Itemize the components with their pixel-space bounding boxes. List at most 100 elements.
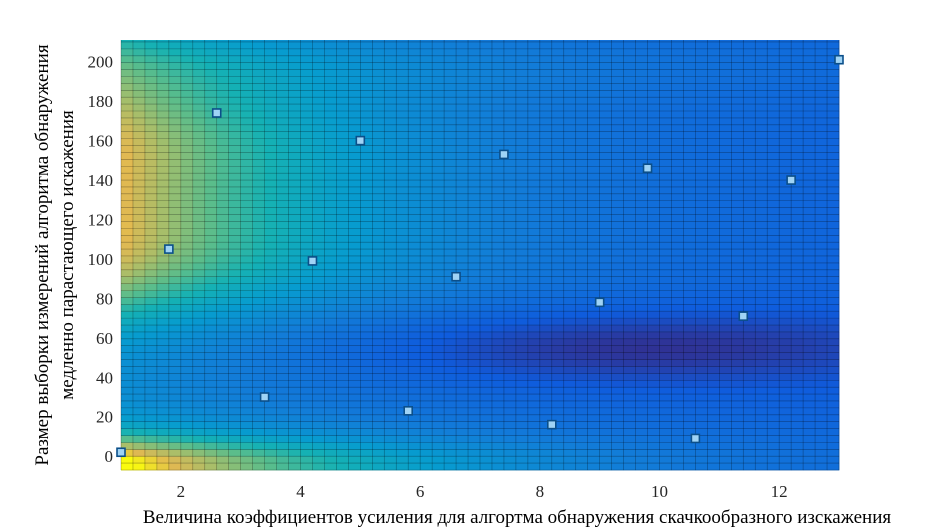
heatmap-cell — [300, 180, 313, 188]
heatmap-cell — [551, 55, 565, 64]
heatmap-cell — [121, 283, 134, 291]
heatmap-cell — [683, 394, 696, 402]
heatmap-cell — [288, 311, 301, 319]
heatmap-cell — [683, 400, 696, 409]
heatmap-cell — [719, 442, 732, 450]
heatmap-cell — [384, 387, 397, 395]
heatmap-cell — [336, 214, 349, 222]
heatmap-cell — [743, 214, 756, 222]
heatmap-cell — [121, 41, 134, 50]
heatmap-cell — [635, 463, 648, 471]
heatmap-cell — [803, 435, 816, 443]
heatmap-cell — [121, 228, 134, 236]
heatmap-cell — [755, 228, 768, 236]
heatmap-cell — [815, 235, 828, 243]
heatmap-cell — [635, 83, 648, 91]
heatmap-cell — [635, 124, 648, 133]
heatmap-cell — [252, 366, 265, 374]
heatmap-cell — [767, 97, 780, 105]
heatmap-cell — [420, 200, 433, 209]
heatmap-cell — [228, 242, 242, 250]
heatmap-cell — [384, 269, 397, 278]
heatmap-cell — [791, 400, 804, 409]
heatmap-cell — [623, 104, 636, 112]
heatmap-cell — [420, 394, 433, 402]
heatmap-cell — [456, 394, 469, 402]
heatmap-cell — [264, 463, 277, 471]
heatmap-cell — [719, 90, 732, 98]
heatmap-cell — [527, 373, 541, 381]
heatmap-cell — [527, 407, 541, 416]
heatmap-cell — [743, 145, 756, 153]
heatmap-cell — [312, 48, 325, 57]
heatmap-cell — [743, 325, 756, 333]
heatmap-cell — [695, 352, 708, 360]
heatmap-cell — [551, 442, 565, 450]
heatmap-cell — [563, 97, 577, 105]
heatmap-cell — [731, 269, 744, 278]
heatmap-cell — [659, 235, 672, 243]
heatmap-cell — [815, 463, 828, 471]
heatmap-cell — [719, 463, 732, 471]
heatmap-cell — [432, 90, 445, 98]
heatmap-cell — [563, 242, 577, 250]
heatmap-cell — [384, 69, 397, 77]
heatmap-cell — [384, 76, 397, 84]
heatmap-cell — [348, 90, 361, 98]
heatmap-cell — [719, 290, 732, 298]
heatmap-cell — [396, 304, 409, 312]
heatmap-cell — [264, 297, 277, 305]
heatmap-cell — [408, 186, 421, 195]
heatmap-cell — [456, 456, 469, 464]
heatmap-cell — [132, 55, 146, 64]
heatmap-cell — [432, 290, 445, 298]
heatmap-cell — [659, 297, 672, 305]
heatmap-cell — [468, 407, 481, 416]
heatmap-cell — [575, 193, 589, 202]
heatmap-cell — [551, 449, 565, 457]
heatmap-cell — [803, 387, 816, 395]
heatmap-cell — [827, 40, 840, 43]
heatmap-cell — [515, 262, 529, 271]
heatmap-cell — [803, 331, 816, 340]
heatmap-cell — [156, 76, 170, 84]
heatmap-cell — [228, 421, 242, 429]
heatmap-cell — [623, 97, 636, 105]
heatmap-cell — [827, 373, 840, 381]
heatmap-cell — [731, 318, 744, 326]
heatmap-cell — [731, 407, 744, 416]
heatmap-cell — [731, 449, 744, 457]
heatmap-cell — [204, 55, 218, 64]
heatmap-cell — [635, 414, 648, 423]
heatmap-cell — [408, 138, 421, 146]
heatmap-cell — [264, 255, 277, 264]
heatmap-cell — [575, 304, 589, 312]
heatmap-cell — [468, 297, 481, 305]
heatmap-cell — [168, 131, 182, 140]
heatmap-cell — [731, 228, 744, 236]
heatmap-cell — [264, 242, 277, 250]
heatmap-cell — [468, 394, 481, 402]
heatmap-cell — [575, 435, 589, 443]
heatmap-cell — [264, 304, 277, 312]
heatmap-cell — [240, 345, 254, 354]
heatmap-cell — [252, 69, 265, 77]
heatmap-cell — [551, 407, 565, 416]
heatmap-cell — [192, 228, 206, 236]
heatmap-cell — [767, 249, 780, 257]
heatmap-cell — [707, 387, 720, 395]
heatmap-cell — [132, 173, 146, 181]
heatmap-cell — [527, 283, 541, 291]
heatmap-cell — [384, 442, 397, 450]
heatmap-cell — [372, 463, 385, 471]
heatmap-cell — [575, 400, 589, 409]
heatmap-cell — [324, 269, 337, 278]
heatmap-cell — [396, 173, 409, 181]
heatmap-cell — [527, 180, 541, 188]
heatmap-cell — [587, 276, 601, 284]
heatmap-cell — [719, 186, 732, 195]
heatmap-cell — [707, 262, 720, 271]
heatmap-cell — [216, 345, 230, 354]
heatmap-cell — [647, 407, 660, 416]
heatmap-cell — [539, 48, 553, 57]
